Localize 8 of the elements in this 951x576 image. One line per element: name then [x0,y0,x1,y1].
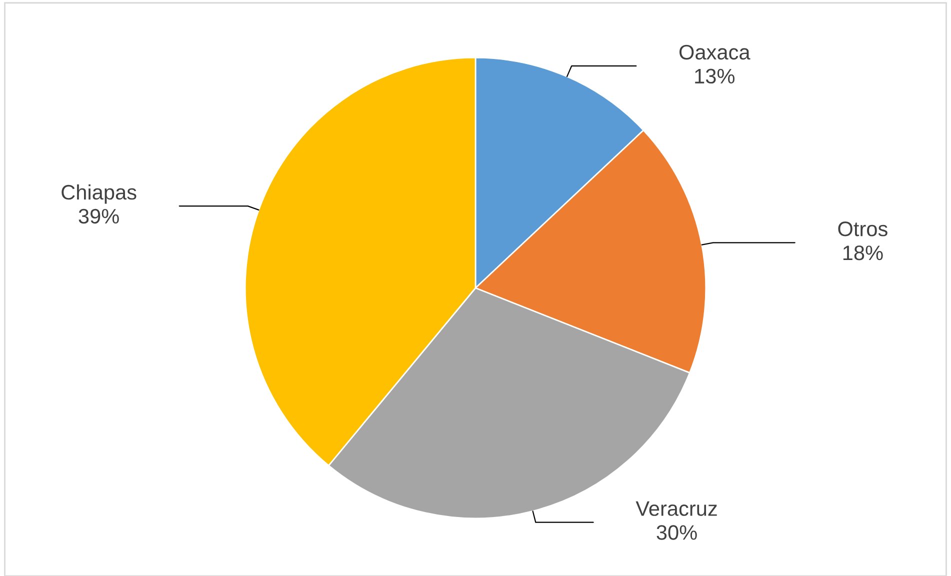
data-label: 18% [843,245,883,260]
slice-label: Chiapas [62,184,136,204]
slice-label: Veracruz [636,501,717,516]
slice-label: Oaxaca [679,44,750,60]
slice-label: Otros [838,222,888,236]
data-label: 30% [656,525,697,540]
data-label: 39% [78,208,119,224]
data-label: 13% [695,68,734,84]
